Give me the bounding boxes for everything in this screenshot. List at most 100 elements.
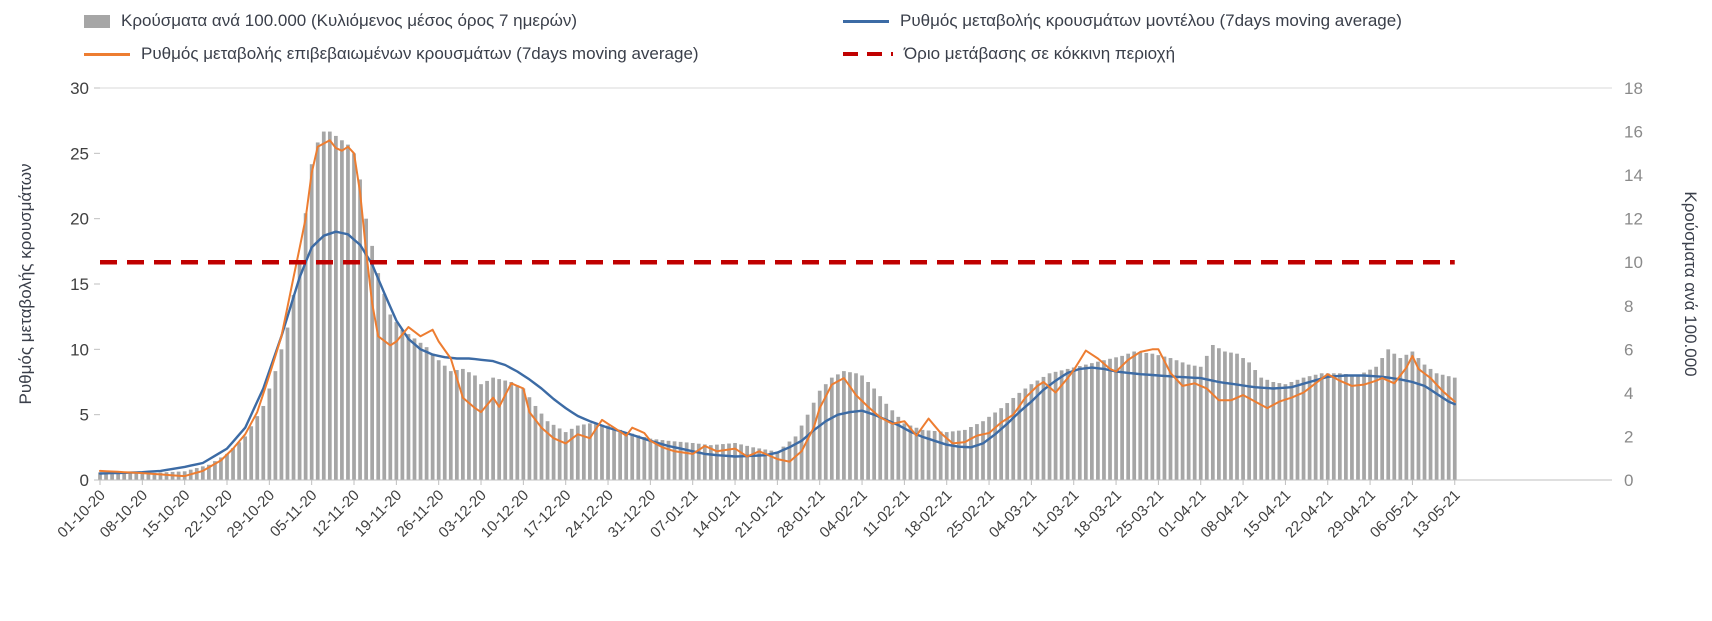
bar <box>1319 373 1324 480</box>
bar <box>376 273 381 480</box>
bar <box>1223 351 1227 480</box>
bar <box>485 380 489 480</box>
bar <box>146 473 151 480</box>
bar <box>1126 353 1131 480</box>
bar <box>975 424 979 480</box>
bar <box>1041 376 1046 480</box>
bar <box>1210 344 1215 480</box>
bar <box>872 388 877 480</box>
bar <box>1446 376 1451 480</box>
bar <box>817 390 822 480</box>
bar <box>164 472 169 480</box>
bar <box>533 405 538 480</box>
bar <box>581 424 586 480</box>
bar <box>503 380 508 480</box>
bar <box>702 444 707 480</box>
bar <box>1410 351 1415 480</box>
bar <box>479 384 483 480</box>
y-right-tick-label: 12 <box>1624 210 1643 229</box>
bar <box>1035 380 1040 480</box>
bar <box>896 416 901 480</box>
bar <box>412 338 417 480</box>
bar <box>1337 373 1342 480</box>
bar <box>666 440 671 480</box>
bar <box>920 429 925 480</box>
bar <box>1374 366 1378 480</box>
legend-label-red-threshold: Όριο μετάβασης σε κόκκινη περιοχή <box>904 44 1176 63</box>
bar <box>1053 371 1058 480</box>
bar <box>938 431 943 480</box>
bar <box>237 442 241 480</box>
bar <box>1307 376 1312 480</box>
bar <box>1204 355 1209 480</box>
bar <box>267 388 272 480</box>
bar <box>219 457 223 480</box>
bar <box>152 472 157 480</box>
bar <box>1398 358 1403 480</box>
bar <box>1452 377 1457 480</box>
bar <box>382 293 387 480</box>
bar <box>1077 366 1082 480</box>
bar <box>600 424 604 480</box>
bar <box>1217 348 1221 480</box>
bar <box>473 375 477 480</box>
bar <box>273 371 278 480</box>
bar <box>194 468 199 480</box>
bar <box>969 427 973 480</box>
y-right-tick-label: 4 <box>1624 384 1633 403</box>
bar <box>569 428 574 480</box>
y-left-tick-label: 20 <box>70 210 89 229</box>
bar <box>352 153 356 480</box>
bar <box>1138 352 1143 480</box>
bar <box>908 425 913 480</box>
bar <box>926 430 931 480</box>
bar <box>140 473 145 480</box>
bar <box>987 416 991 480</box>
bar <box>406 334 411 480</box>
bar <box>448 371 453 480</box>
bar <box>1096 361 1100 480</box>
bar <box>116 472 121 480</box>
bar <box>231 448 235 480</box>
bar <box>1047 373 1052 480</box>
bar <box>454 370 459 480</box>
bar <box>835 374 840 480</box>
bar <box>1356 375 1360 480</box>
bar <box>334 135 338 480</box>
bar <box>261 405 266 480</box>
bar <box>1386 349 1391 480</box>
bar <box>424 347 429 480</box>
bar <box>757 448 762 480</box>
bar <box>1362 372 1366 480</box>
legend-item-cases-per-100k: Κρούσματα ανά 100.000 (Κυλιόμενος μέσος … <box>84 9 577 33</box>
bar <box>860 375 864 480</box>
bar <box>1162 356 1167 480</box>
bar <box>636 435 641 480</box>
bar <box>963 429 967 480</box>
bar <box>793 436 798 480</box>
bar <box>618 429 622 480</box>
bar <box>1192 365 1197 480</box>
bar <box>1005 403 1010 480</box>
bar <box>745 445 749 480</box>
bar <box>932 431 937 480</box>
bar <box>1331 373 1336 480</box>
legend-item-red-threshold: Όριο μετάβασης σε κόκκινη περιοχή <box>843 42 1175 66</box>
y-right-tick-label: 6 <box>1624 340 1633 359</box>
model-rate-line <box>98 230 1456 475</box>
bar <box>358 179 362 480</box>
bar <box>1277 383 1282 480</box>
bar <box>1368 369 1372 480</box>
y-left-tick-label: 0 <box>80 471 89 490</box>
bar <box>1059 370 1064 480</box>
bar <box>956 430 961 480</box>
bar <box>551 424 556 480</box>
y-left-tick-label: 25 <box>70 144 89 163</box>
y-left-tick-label: 30 <box>70 79 89 98</box>
bar <box>1102 360 1106 480</box>
bar <box>467 372 471 480</box>
bar <box>436 360 441 480</box>
bar <box>340 140 344 480</box>
legend-label-cases-per-100k: Κρούσματα ανά 100.000 (Κυλιόμενος μέσος … <box>121 11 578 30</box>
bar <box>829 377 834 480</box>
